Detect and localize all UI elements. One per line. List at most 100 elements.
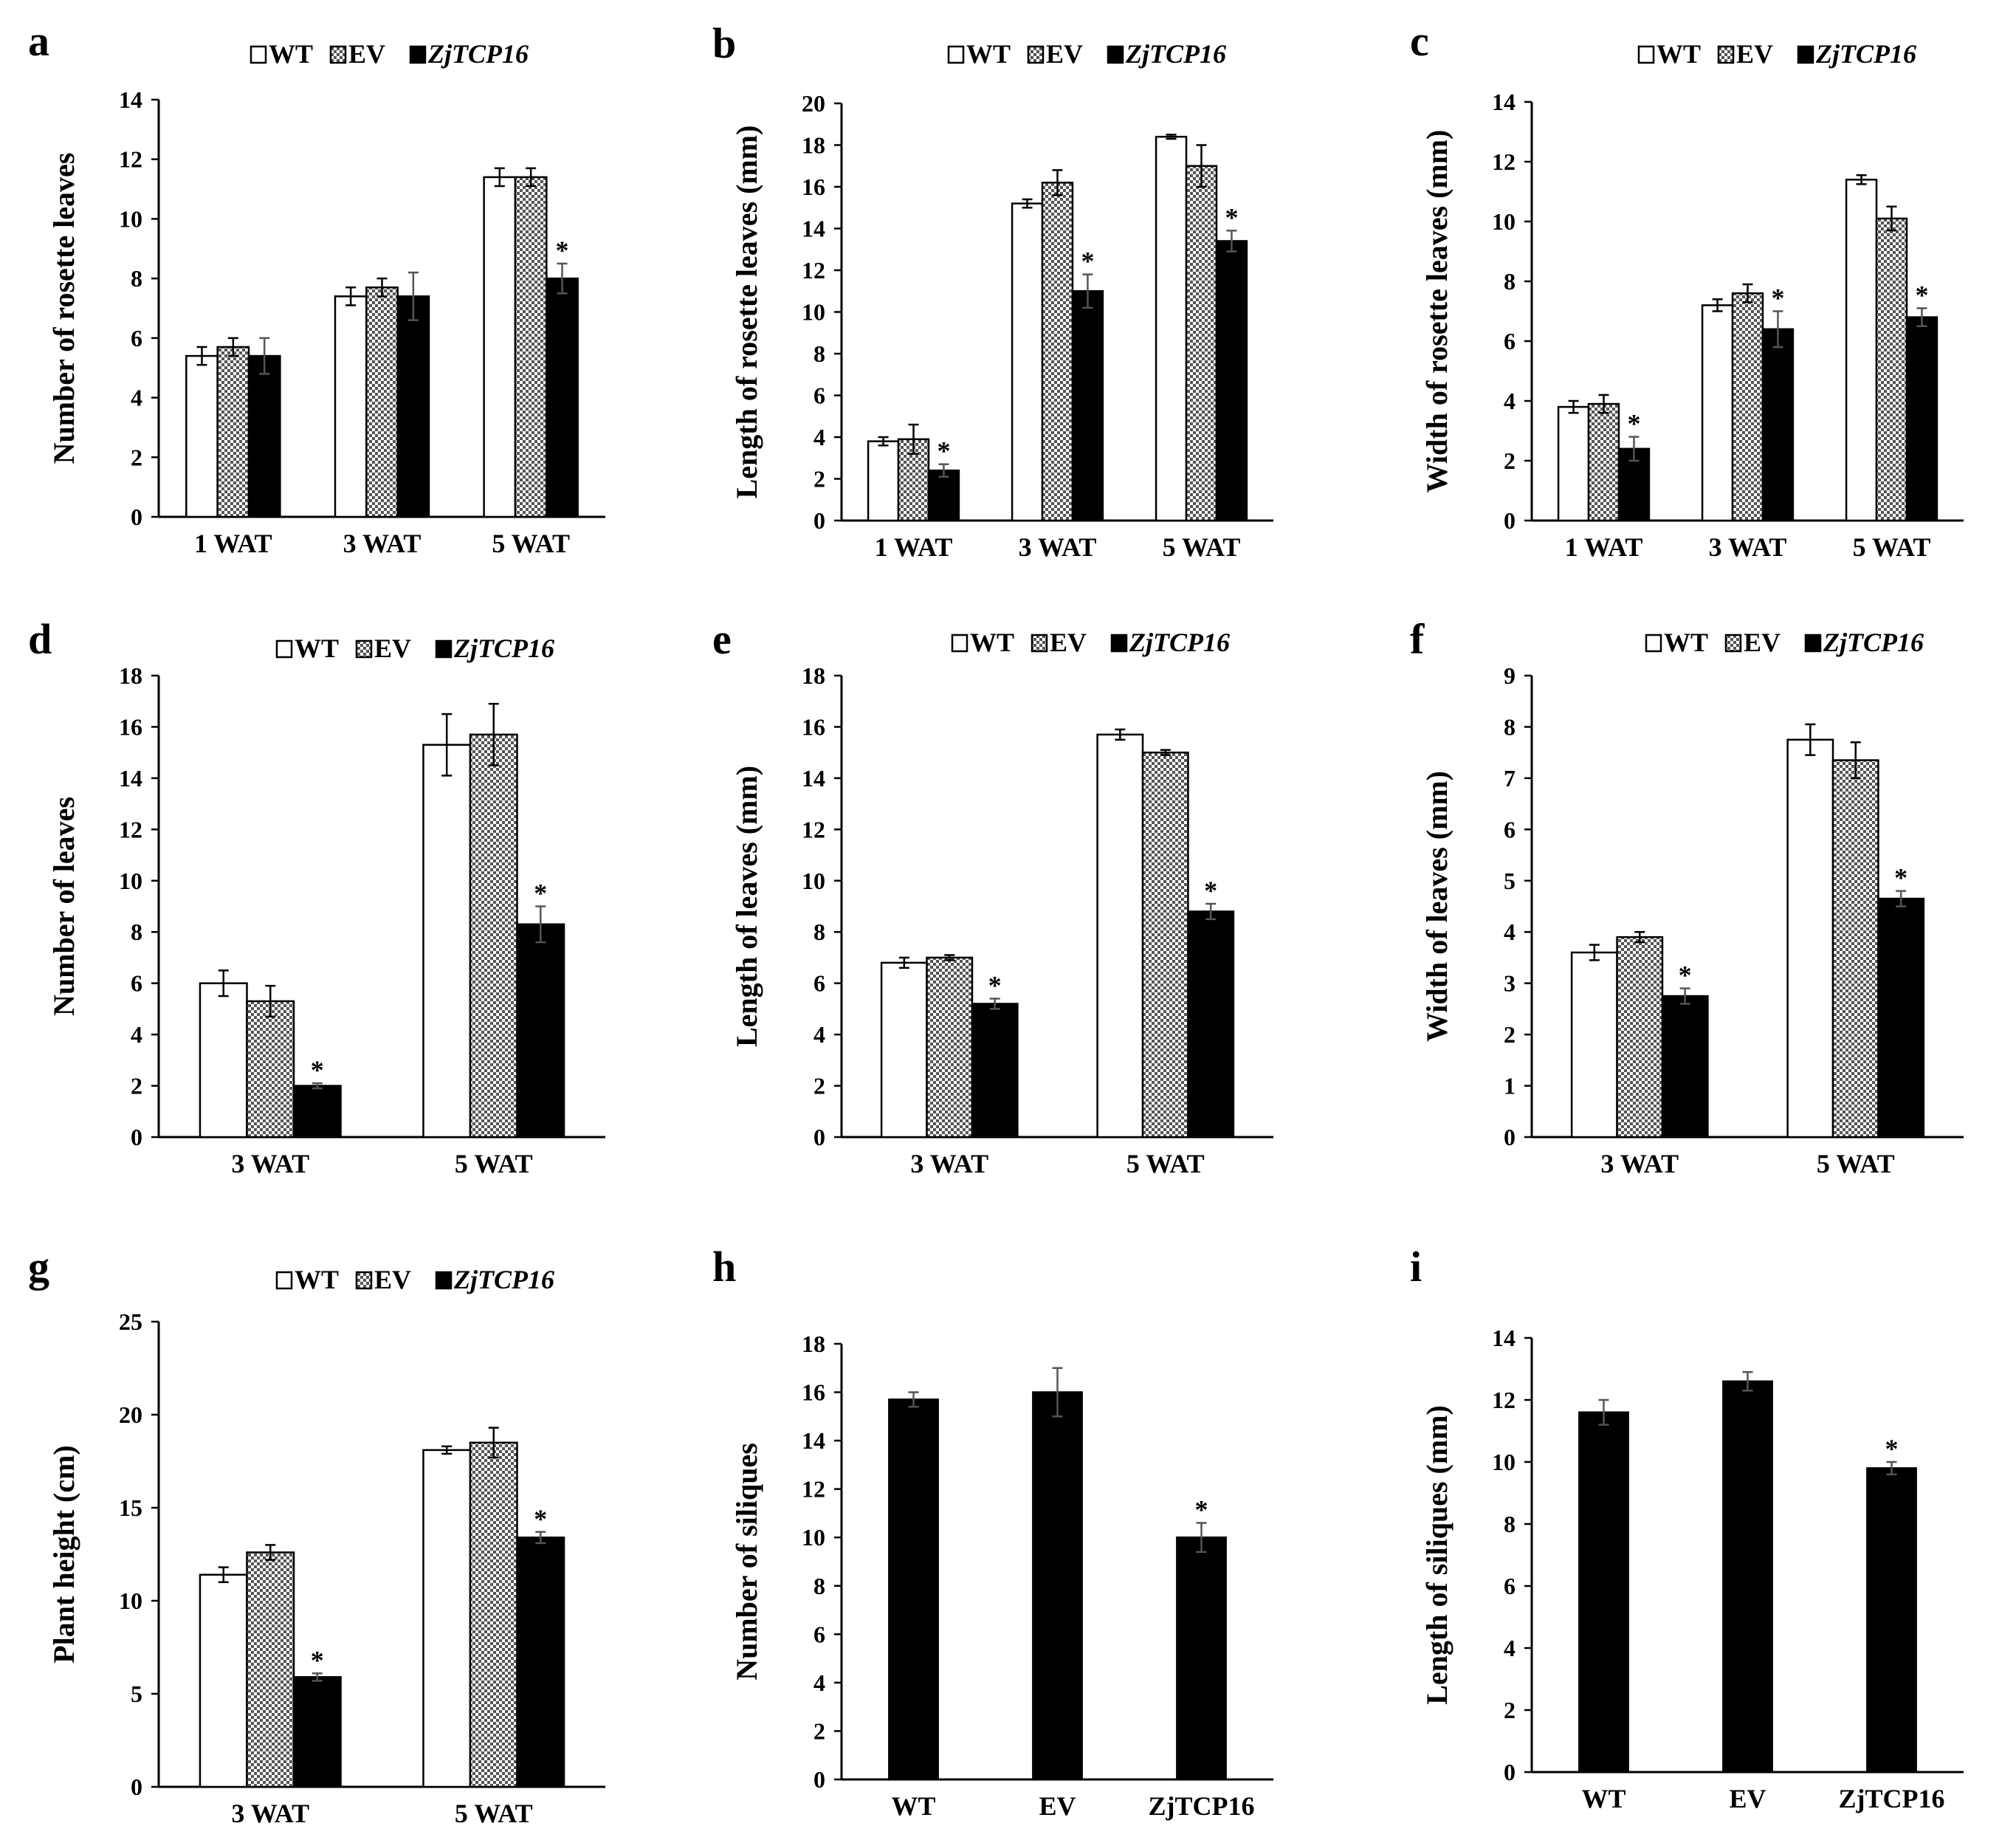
x-tick-label: EV [1039,1791,1076,1821]
chart-panel-i: i 0 2 4 6 8 10 12 14 Length of siliques (mm) WT EV *… [1410,1243,1964,1813]
panel-letter: b [712,19,736,67]
x-tick-label: 3 WAT [343,529,422,558]
bar-wt-3-wat [334,295,368,518]
y-tick-label: 10 [1492,1449,1516,1475]
y-tick-label: 6 [131,325,142,351]
y-axis-title: Number of leaves [47,797,80,1016]
legend-label: EV [374,1265,411,1294]
y-tick-label: 8 [813,340,825,367]
legend-swatch [1027,45,1045,64]
y-axis-title: Length of siliques (mm) [1420,1405,1453,1705]
x-tick-label: 5 WAT [1853,532,1931,562]
legend-swatch [1804,634,1822,653]
legend-label: WT [295,634,339,663]
x-tick-label: 5 WAT [492,529,570,558]
y-tick-label: 4 [813,424,825,450]
y-tick-label: 14 [802,1427,825,1454]
significance-marker: * [1915,280,1928,309]
bar-ev-5-wat [1875,217,1908,522]
y-tick-label: 10 [802,868,825,894]
bar-zjtcp16-1-wat [247,354,281,518]
y-tick-label: 14 [802,765,825,792]
y-tick-label: 12 [802,257,825,284]
bar-zjtcp16-5-wat [516,923,565,1139]
y-tick-label: 6 [813,1621,825,1647]
y-axis-title: Number of siliques [730,1443,763,1681]
chart-panel-c: c 0 2 4 6 8 10 12 14 Width of rosette leaves (mm)… [1410,17,1964,562]
x-tick-label: 5 WAT [1126,1149,1205,1178]
significance-marker: * [1885,1434,1899,1463]
legend-label: WT [269,39,313,69]
bar-wt-5-wat [422,1449,472,1788]
bar-siliques-zjtcp16 [1866,1467,1917,1774]
bar-ev-3-wat [926,956,974,1139]
legend-label: EV [348,39,385,69]
bar-ev-5-wat [469,733,518,1139]
panel-letter: i [1410,1243,1422,1291]
legend-swatch [1110,634,1128,653]
bar-ev-3-wat [1731,292,1764,522]
legend-swatch [1717,45,1735,64]
y-tick-label: 10 [802,1524,825,1551]
chart-panel-a: a 0 2 4 6 8 10 12 14 Number of rosette leaves 1 WA… [28,17,605,558]
bar-wt-5-wat [422,744,472,1139]
bar-ev-5-wat [469,1441,518,1788]
y-tick-label: 6 [1504,328,1516,354]
panel-letter: d [28,615,52,663]
bar-wt-5-wat [1786,738,1834,1139]
y-tick-label: 4 [1504,1635,1516,1661]
y-tick-label: 18 [802,662,825,689]
y-tick-label: 4 [813,1669,825,1696]
x-tick-label: 5 WAT [1817,1149,1895,1178]
significance-marker: * [311,1645,324,1675]
legend-label: EV [1050,628,1087,657]
legend-label: ZjTCP16 [453,1265,554,1294]
bar-zjtcp16-5-wat [1877,897,1925,1139]
bar-wt-3-wat [1701,304,1734,522]
legend-label: EV [1736,39,1773,69]
y-tick-label: 14 [119,765,142,792]
y-tick-label: 8 [131,265,142,292]
legend-label: WT [1657,39,1701,69]
legend-swatch [947,45,965,64]
y-tick-label: 18 [119,662,142,689]
y-axis-title: Length of rosette leaves (mm) [730,126,763,499]
y-tick-label: 14 [119,86,142,113]
legend-label: WT [970,628,1014,657]
y-axis-title: Width of rosette leaves (mm) [1420,130,1453,493]
y-tick-label: 18 [802,1331,825,1357]
legend-swatch [1107,45,1124,64]
significance-marker: * [1204,876,1217,905]
y-tick-label: 5 [131,1681,142,1707]
y-tick-label: 0 [813,1124,825,1150]
y-tick-label: 8 [1504,1511,1516,1537]
bar-siliques-ev [1032,1391,1083,1781]
y-tick-label: 8 [131,919,142,945]
x-tick-label: 5 WAT [455,1799,533,1828]
y-tick-label: 6 [131,970,142,997]
bar-ev-3-wat [246,1551,295,1788]
legend-label: ZjTCP16 [1129,628,1230,657]
y-tick-label: 8 [813,1573,825,1599]
y-tick-label: 16 [802,1379,825,1406]
y-tick-label: 10 [119,205,142,232]
y-tick-label: 4 [131,1021,142,1048]
bar-siliques-zjtcp16 [1176,1536,1227,1781]
bar-siliques-wt [1578,1411,1629,1774]
y-tick-label: 12 [1492,148,1516,175]
y-tick-label: 14 [802,216,825,242]
y-tick-label: 14 [1492,89,1516,115]
significance-marker: * [1771,284,1784,313]
chart-panel-f: f 0 1 2 3 4 5 6 7 8 9 Width of leaves (mm) * 3 WAT * 5 … [1410,615,1964,1178]
bar-zjtcp16-5-wat [1905,316,1938,522]
bar-ev-3-wat [1616,936,1664,1139]
y-tick-label: 4 [1504,388,1516,414]
x-tick-label: 5 WAT [1163,532,1241,562]
y-tick-label: 10 [119,1587,142,1614]
legend-label: WT [295,1265,339,1294]
significance-marker: * [937,436,950,466]
panel-letter: c [1410,17,1429,65]
bar-zjtcp16-3-wat [1661,995,1709,1139]
y-tick-label: 0 [131,504,142,530]
significance-marker: * [1081,247,1094,276]
